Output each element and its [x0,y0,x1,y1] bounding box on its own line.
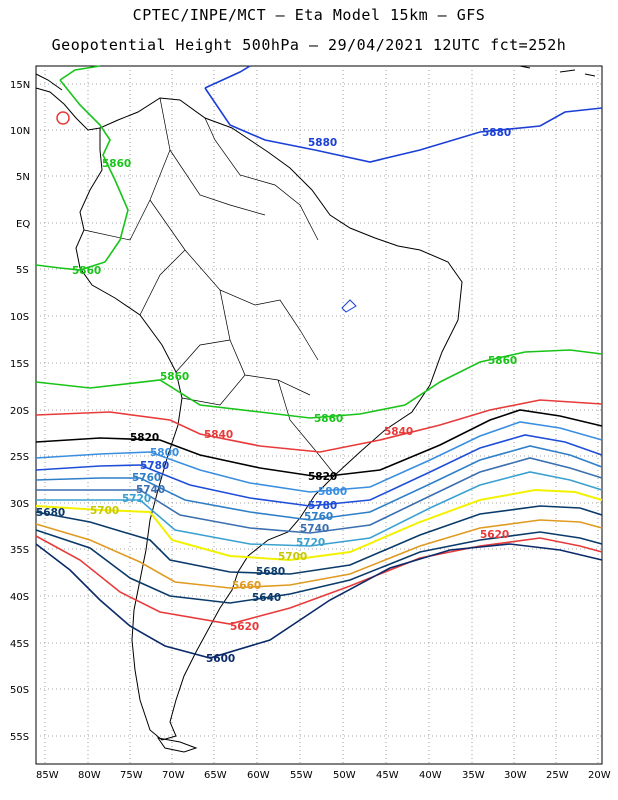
contour-label: 5600 [206,653,235,665]
lat-label: 15N [10,80,30,91]
contour-5720 [36,471,603,547]
contour-5800 [35,421,603,493]
lat-label: 55S [10,732,29,743]
contour-label: 5620 [230,621,259,633]
lat-label: 10S [10,312,29,323]
lat-label: 5N [16,172,30,183]
lat-label: 50S [10,685,29,696]
lon-label: 85W [36,770,59,781]
contour-label: 5860 [102,158,131,170]
contour-label: 5760 [304,511,333,523]
lon-label: 80W [78,770,101,781]
lat-label: 15S [10,359,29,370]
contour-5640 [35,529,603,604]
contour-label: 5700 [278,551,307,563]
lat-label: 10N [10,126,30,137]
contour-label: 5780 [308,500,337,512]
map-title-line1: CPTEC/INPE/MCT – Eta Model 15km – GFS [132,6,486,24]
contour-label: 5740 [136,484,165,496]
contour-label: 5700 [90,505,119,517]
contour-5700 [35,488,603,562]
lat-label: 30S [10,499,29,510]
contour-label: 5680 [36,507,65,519]
contour-5780 [35,434,603,507]
contour-lines [35,65,603,659]
contour-5880-lake [341,299,357,313]
contour-5600 [35,543,603,659]
latitude-labels: 15N 10N 5N EQ 5S 10S 15S 20S 25S 30S 35S… [10,80,30,743]
lon-label: 35W [462,770,485,781]
internal-borders [83,97,336,476]
contour-label: 5640 [252,592,281,604]
lon-label: 20W [588,770,611,781]
tierra-del-fuego [156,737,198,753]
lon-label: 65W [204,770,227,781]
contour-5860-south [35,349,603,419]
contour-label: 5840 [384,426,413,438]
contour-label: 5860 [160,371,189,383]
lat-label: 35S [10,545,29,556]
lon-label: 60W [247,770,270,781]
contour-label: 5860 [72,265,101,277]
lat-label: EQ [16,219,30,230]
contour-label: 5720 [296,537,325,549]
lat-label: 45S [10,639,29,650]
contour-label: 5740 [300,523,329,535]
contour-label: 5660 [232,580,261,592]
lat-label: 40S [10,592,29,603]
lon-label: 75W [120,770,143,781]
marker-circle [56,111,70,125]
central-america-coast-north [35,73,63,91]
contour-label: 5780 [140,460,169,472]
contour-5860-north [35,65,129,271]
coastlines [35,65,596,753]
lon-label: 55W [290,770,313,781]
contour-label: 5620 [480,529,509,541]
contour-label: 5880 [482,127,511,139]
contour-label: 5880 [308,137,337,149]
lon-label: 50W [333,770,356,781]
contour-label: 5860 [314,413,343,425]
lon-label: 40W [419,770,442,781]
contour-label: 5680 [256,566,285,578]
lon-label: 30W [504,770,527,781]
contour-label: 5760 [132,472,161,484]
longitude-labels: 85W 80W 75W 70W 65W 60W 55W 50W 45W 40W … [36,770,611,781]
contour-5880 [204,65,603,163]
contour-label: 5860 [488,355,517,367]
lat-label: 25S [10,452,29,463]
contour-5840 [35,399,603,453]
contour-5620 [35,535,603,625]
lon-label: 25W [546,770,569,781]
central-america-coast [35,87,101,131]
contour-5740 [36,457,603,534]
contour-5760 [35,445,603,521]
map-title-line2: Geopotential Height 500hPa – 29/04/2021 … [51,36,567,54]
caribbean-islands [519,65,596,77]
lat-label: 5S [16,265,29,276]
contour-label: 5720 [122,493,151,505]
lat-label: 20S [10,406,29,417]
south-america-coast [75,97,463,741]
lon-label: 45W [376,770,399,781]
contour-label: 5820 [308,471,337,483]
lon-label: 70W [162,770,185,781]
contour-5680 [35,505,603,575]
contour-label: 5840 [204,429,233,441]
contour-5660 [35,519,603,589]
contour-label: 5820 [130,432,159,444]
contour-5820 [35,409,603,478]
contour-label: 5800 [318,486,347,498]
contour-label: 5800 [150,447,179,459]
contour-labels: 5880 5880 5860 5860 5860 5860 5860 5840 … [36,127,517,665]
